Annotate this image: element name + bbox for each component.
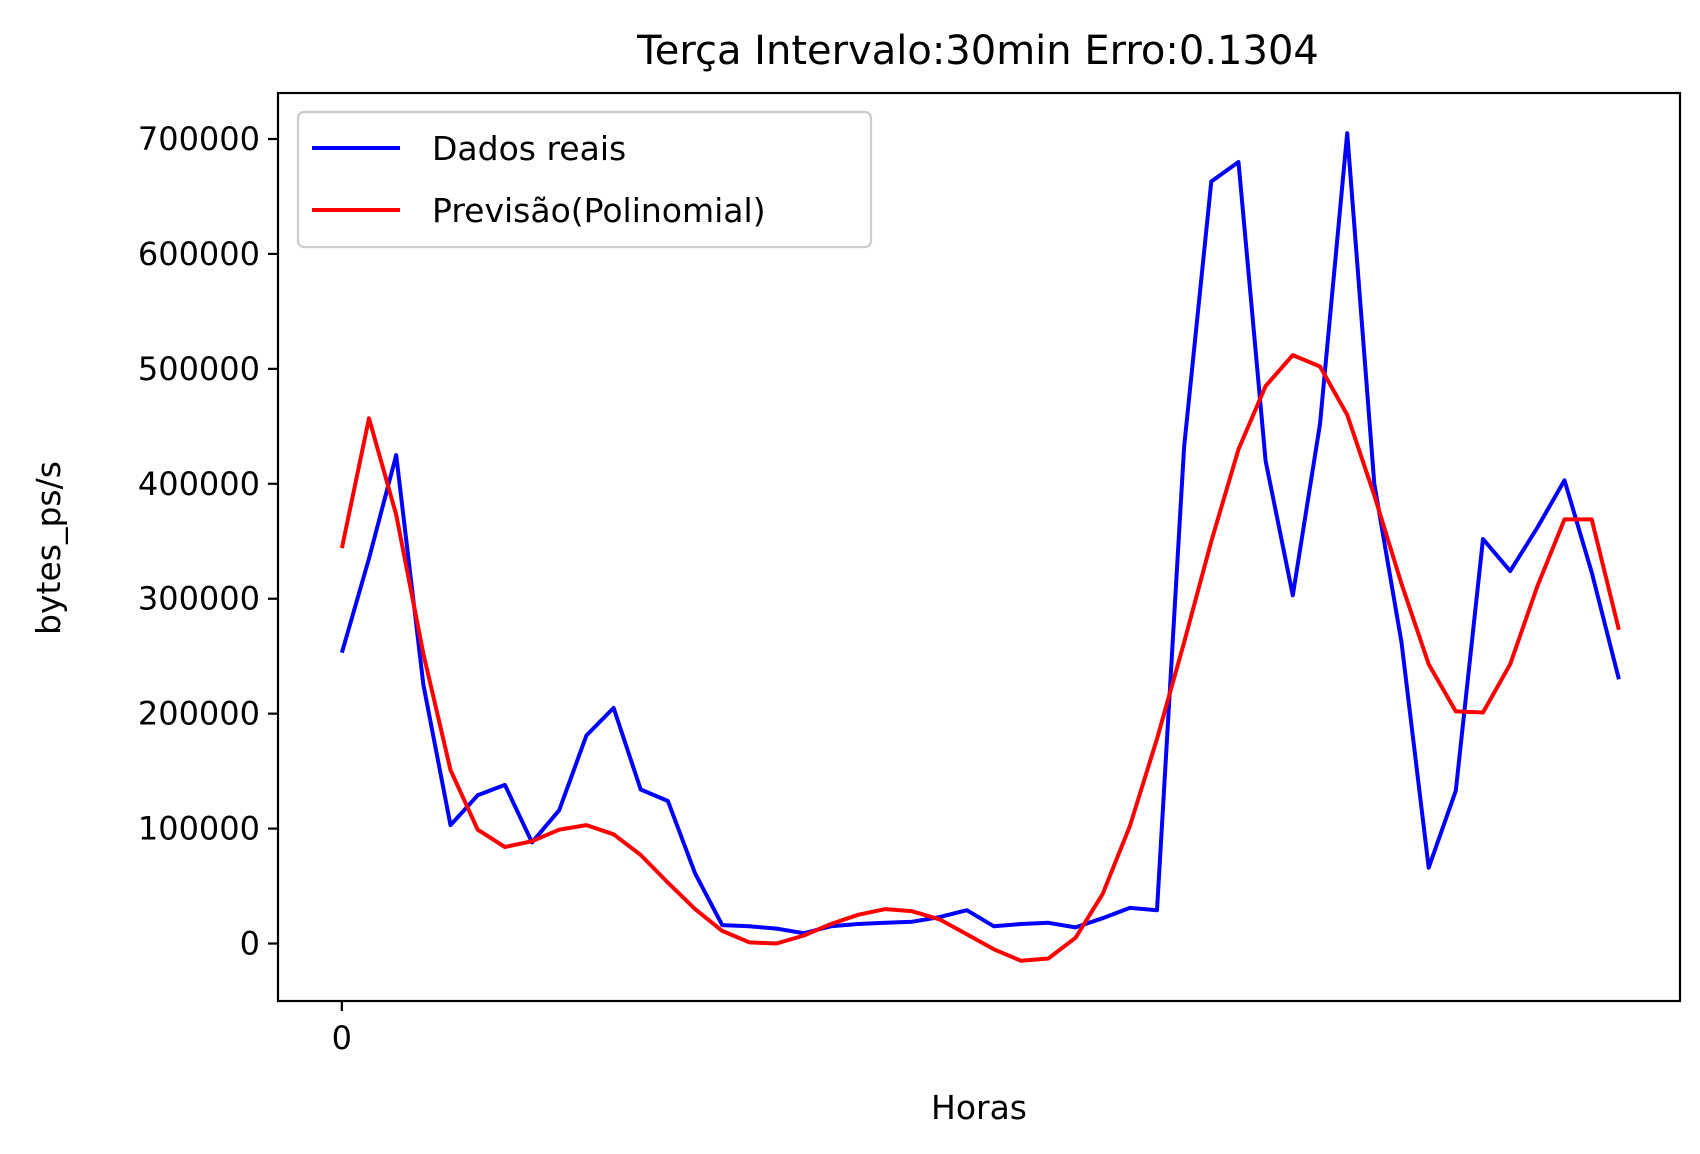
- legend-label-previsao-polinomial: Previsão(Polinomial): [432, 191, 766, 230]
- series-line-dados-reais: [339, 131, 1621, 936]
- x-tick-label: 0: [332, 1019, 352, 1057]
- y-tick-label: 600000: [138, 235, 260, 273]
- y-axis-label: bytes_ps/s: [29, 461, 68, 635]
- legend-label-dados-reais: Dados reais: [432, 129, 626, 168]
- y-tick-label: 300000: [138, 580, 260, 618]
- legend: Dados reais Previsão(Polinomial): [296, 110, 873, 249]
- y-tick-label: 100000: [138, 810, 260, 848]
- legend-box: [296, 110, 873, 249]
- x-axis-label: Horas: [931, 1088, 1027, 1127]
- plot-frame: [276, 91, 1682, 1003]
- y-axis: 0 100000 200000 300000 400000 500000 600000 700…: [138, 120, 278, 963]
- y-tick-label: 700000: [138, 120, 260, 158]
- plot-lines: [339, 131, 1621, 963]
- chart-title: Terça Intervalo:30min Erro:0.1304: [636, 28, 1319, 74]
- y-tick-label: 200000: [138, 695, 260, 733]
- y-tick-label: 500000: [138, 350, 260, 388]
- y-tick-label: 400000: [138, 465, 260, 503]
- series-line-previsao-polinomial: [339, 353, 1621, 963]
- y-tick-label: 0: [240, 925, 260, 963]
- x-axis: 0: [332, 1001, 352, 1057]
